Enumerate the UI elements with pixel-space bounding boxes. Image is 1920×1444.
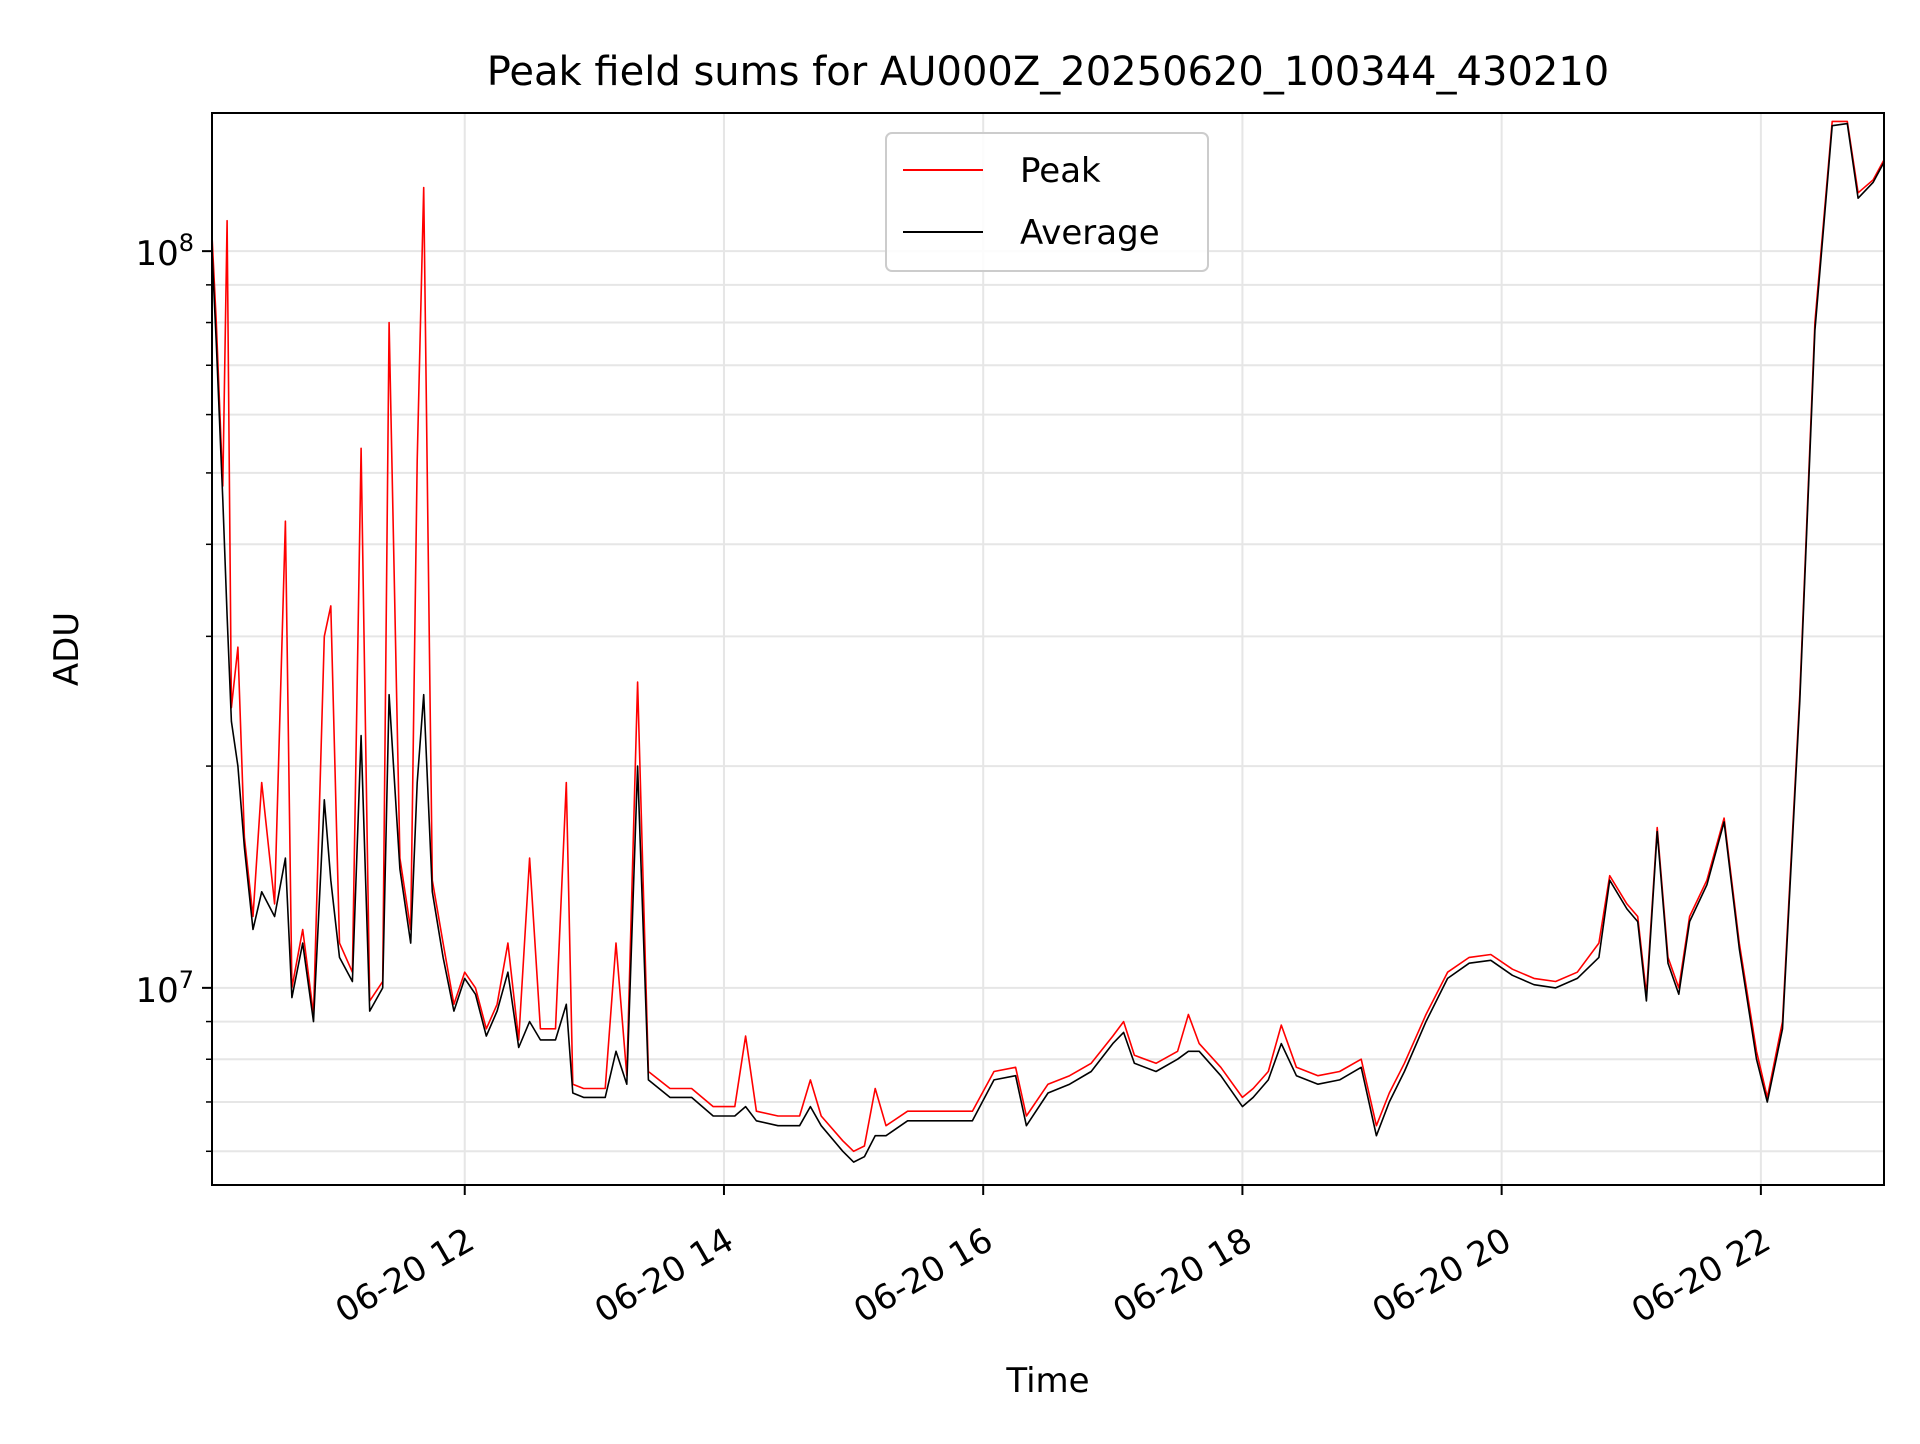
grid-layer xyxy=(212,113,1884,1185)
y-axis-ticks: 107 108 xyxy=(135,229,212,1153)
series-line-peak xyxy=(211,120,1885,1153)
x-tick-label: 06-20 22 xyxy=(1625,1220,1777,1331)
series-line-average xyxy=(211,122,1885,1163)
chart-title: Peak field sums for AU000Z_20250620_1003… xyxy=(487,49,1610,95)
legend: Peak Average xyxy=(885,132,1209,272)
x-tick-label: 06-20 14 xyxy=(588,1220,740,1331)
plot-frame xyxy=(211,112,1885,1186)
y-axis-label: ADU xyxy=(47,612,87,686)
legend-label-average: Average xyxy=(1020,213,1160,253)
x-axis-ticks: 06-20 12 06-20 14 06-20 16 06-20 18 06-20 20… xyxy=(329,1185,1777,1331)
y-tick-label: 108 xyxy=(135,229,194,274)
series-layer xyxy=(211,120,1885,1163)
x-tick-label: 06-20 18 xyxy=(1107,1220,1259,1331)
x-tick-label: 06-20 20 xyxy=(1366,1220,1518,1331)
x-tick-label: 06-20 12 xyxy=(329,1220,481,1331)
legend-box xyxy=(885,132,1209,272)
y-tick-label: 107 xyxy=(135,966,194,1011)
x-axis-label: Time xyxy=(1005,1361,1089,1401)
legend-label-peak: Peak xyxy=(1020,151,1101,191)
x-tick-label: 06-20 16 xyxy=(847,1220,999,1331)
